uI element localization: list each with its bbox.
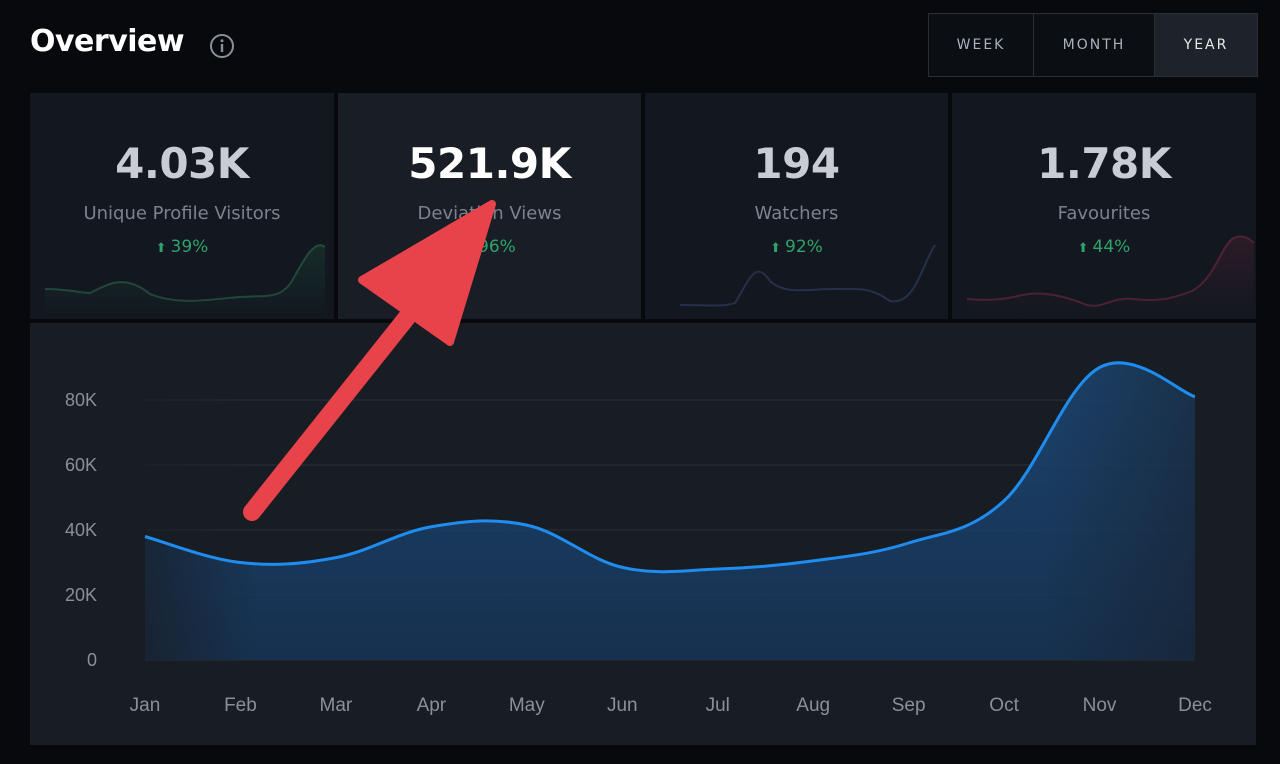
y-tick-label: 0 (87, 650, 97, 670)
x-tick-label: Nov (1083, 695, 1117, 716)
time-range-selector: WEEK MONTH YEAR (928, 13, 1258, 77)
y-tick-label: 60K (65, 455, 97, 475)
stat-change-value: 44% (1092, 237, 1131, 257)
stat-value: 1.78K (1037, 139, 1171, 188)
stat-value: 4.03K (115, 139, 249, 188)
stat-value: 194 (753, 139, 840, 188)
y-tick-label: 40K (65, 520, 97, 540)
x-tick-label: Dec (1178, 695, 1212, 716)
stat-change-value: 39% (170, 237, 209, 257)
arrow-up-icon: ⬆ (463, 241, 475, 256)
fade-overlay (1045, 335, 1195, 660)
range-year-button[interactable]: YEAR (1155, 14, 1257, 76)
info-icon[interactable] (210, 34, 234, 58)
x-tick-label: Apr (417, 695, 447, 716)
stat-change-value: 92% (785, 237, 823, 257)
stat-card-deviation-views[interactable]: 521.9K Deviation Views ⬆ 96% (338, 93, 641, 319)
stat-label: Watchers (754, 203, 839, 224)
x-tick-label: Mar (320, 695, 353, 716)
range-month-button[interactable]: MONTH (1034, 14, 1155, 76)
fade-overlay (145, 335, 255, 660)
area-chart: 0 20K 40K 60K 80K Jan Feb Mar Apr May Jun Jul Aug Se… (65, 335, 1212, 716)
stat-label: Deviation Views (417, 203, 562, 224)
x-tick-label: Sep (892, 695, 926, 716)
range-week-button[interactable]: WEEK (929, 14, 1034, 76)
x-tick-label: Aug (796, 695, 830, 716)
arrow-up-icon: ⬆ (155, 241, 167, 256)
x-tick-label: Jul (706, 695, 730, 716)
page-title: Overview (30, 24, 185, 59)
area-fill (145, 362, 1195, 660)
stat-label: Favourites (1057, 203, 1151, 224)
series-line (144, 361, 1196, 574)
stat-change-value: 96% (478, 237, 516, 257)
x-tick-label: May (509, 695, 545, 716)
stat-card-watchers[interactable]: 194 Watchers ⬆ 92% (645, 93, 948, 319)
sparkline (679, 244, 936, 307)
stat-change: ⬆ 96% (338, 237, 641, 257)
deviation-views-chart: 0 20K 40K 60K 80K Jan Feb Mar Apr May Jun Jul Aug Se… (30, 323, 1256, 745)
x-tick-label: Oct (989, 695, 1019, 716)
stat-change: ⬆ 39% (30, 237, 334, 257)
y-tick-label: 20K (65, 585, 97, 605)
stat-label: Unique Profile Visitors (83, 203, 281, 224)
arrow-up-icon: ⬆ (770, 241, 782, 256)
x-tick-label: Jan (130, 695, 161, 716)
y-tick-label: 80K (65, 390, 97, 410)
stat-change: ⬆ 92% (645, 237, 948, 257)
stat-card-favourites[interactable]: 1.78K Favourites ⬆ 44% (952, 93, 1256, 319)
stat-card-unique-visitors[interactable]: 4.03K Unique Profile Visitors ⬆ 39% (30, 93, 334, 319)
sparkline (966, 235, 1255, 319)
sparkline (44, 244, 326, 319)
stat-cards: 4.03K Unique Profile Visitors ⬆ 39% 521.9… (30, 93, 1256, 320)
stat-change: ⬆ 44% (952, 237, 1256, 257)
arrow-up-icon: ⬆ (1077, 241, 1089, 256)
stat-value: 521.9K (408, 139, 571, 188)
x-tick-label: Feb (224, 695, 257, 716)
x-tick-label: Jun (607, 695, 638, 716)
